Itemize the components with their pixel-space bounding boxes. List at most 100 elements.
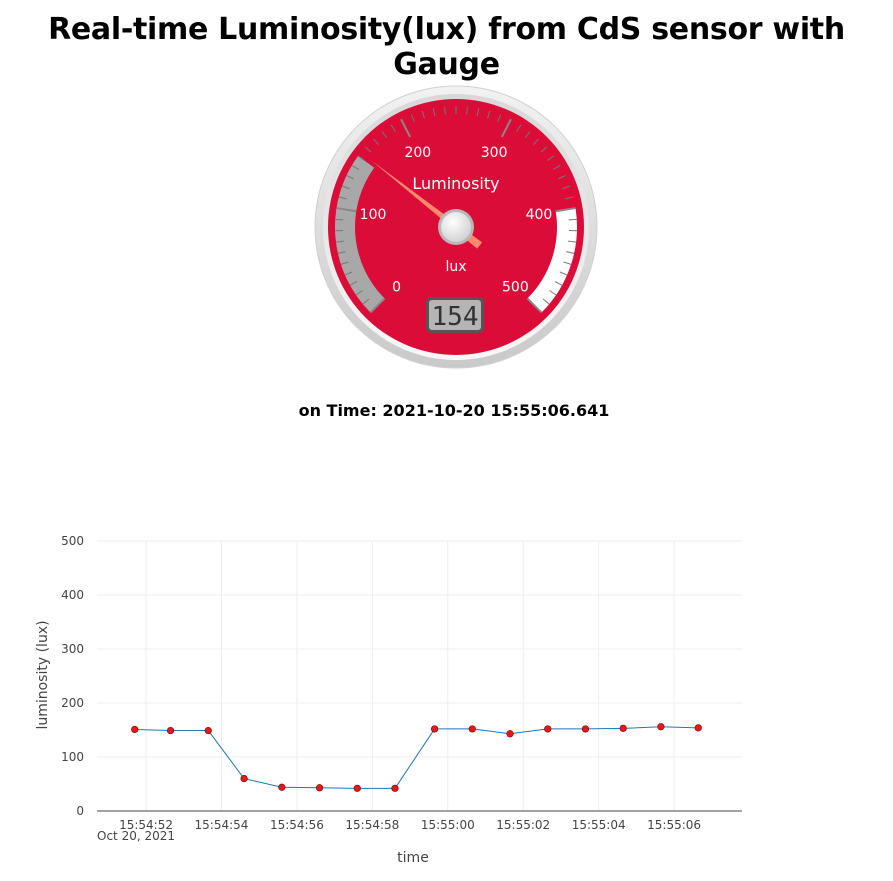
gauge-major-tick	[336, 207, 357, 213]
gauge-minor-tick	[497, 114, 502, 123]
gauge-minor-tick	[559, 271, 568, 276]
gauge-major-tick	[400, 118, 412, 138]
gauge-minor-tick	[568, 218, 577, 221]
chart-x-axis-title: time	[397, 850, 429, 866]
chart-data-point	[278, 783, 286, 791]
gauge-highlight-0	[335, 155, 385, 313]
chart-data-point	[240, 775, 248, 783]
gauge-minor-tick	[540, 146, 548, 153]
chart-y-tick-labels: 0 100 200 300 400 500	[61, 534, 84, 818]
gauge-minor-tick	[349, 281, 358, 286]
gauge-tick-label-500: 500	[502, 279, 529, 295]
gauge-minor-tick	[337, 251, 346, 254]
chart-y-tick-label: 200	[61, 696, 84, 710]
luminosity-gauge: 0 100 200 300 400 500 Luminosity lux 154	[314, 85, 598, 369]
page-title: Real-time Luminosity(lux) from CdS senso…	[48, 12, 845, 82]
gauge-tick-labels: 0 100 200 300 400 500	[360, 145, 553, 295]
chart-data-point	[581, 725, 590, 733]
gauge-minor-tick	[351, 164, 359, 170]
gauge-minor-tick	[542, 298, 550, 305]
gauge-title: Luminosity	[412, 174, 499, 193]
chart-data-point	[657, 723, 665, 731]
chart-data-point	[204, 726, 212, 735]
chart-data-point	[468, 725, 476, 733]
gauge-minor-tick	[549, 290, 557, 296]
chart-y-tick-label: 400	[61, 588, 84, 602]
gauge-minor-tick	[357, 155, 365, 161]
gauge-minor-tick	[568, 240, 577, 243]
gauge-minor-ticks	[335, 106, 577, 305]
gauge-highlights	[335, 106, 577, 313]
gauge-tick-label-100: 100	[360, 207, 387, 223]
gauge-minor-tick	[355, 290, 363, 296]
gauge-minor-tick	[346, 175, 354, 180]
chart-x-date-label: Oct 20, 2021	[97, 829, 175, 843]
chart-y-tick-label: 100	[61, 750, 84, 764]
chart-x-tick-label: 15:55:04	[572, 818, 626, 832]
gauge-minor-tick	[516, 124, 522, 132]
gauge-highlight-1	[358, 106, 576, 212]
gauge-major-tick	[555, 207, 576, 213]
gauge-units: lux	[445, 259, 466, 275]
gauge-value-text: 154	[432, 302, 479, 332]
gauge-minor-tick	[466, 106, 468, 115]
chart-y-tick-label: 300	[61, 642, 84, 656]
chart-data-point	[353, 784, 361, 792]
gauge-major-ticks	[336, 118, 576, 314]
gauge-minor-tick	[341, 185, 350, 190]
gauge-minor-tick	[364, 146, 372, 153]
chart-data-point	[619, 724, 627, 732]
chart-x-tick-label: 15:54:58	[345, 818, 399, 832]
chart-x-tick-label: 15:54:54	[195, 818, 249, 832]
gauge-minor-tick	[362, 298, 370, 305]
gauge-minor-tick	[553, 164, 561, 170]
chart-x-tick-labels: 15:54:52 15:54:54 15:54:56 15:54:58 15:55:00…	[119, 818, 701, 832]
gauge-minor-tick	[432, 108, 436, 117]
gauge-tick-label-0: 0	[392, 279, 401, 295]
gauge-tick-label-400: 400	[526, 207, 553, 223]
chart-x-tick-label: 15:55:00	[421, 818, 475, 832]
gauge-minor-tick	[444, 106, 446, 115]
gauge-minor-tick	[565, 196, 574, 200]
gauge-minor-tick	[421, 110, 425, 119]
gauge-minor-tick	[372, 138, 380, 145]
timestamp-label: on Time: 2021-10-20 15:55:06.641	[298, 401, 610, 420]
chart-series	[131, 723, 702, 792]
gauge-needle-hub-cap	[441, 212, 471, 242]
chart-data-point	[166, 726, 175, 735]
gauge-highlight-2	[527, 208, 577, 313]
chart-data-point	[544, 725, 552, 733]
gauge-minor-tick	[547, 155, 555, 161]
gauge-minor-tick	[563, 261, 572, 265]
gauge-minor-tick	[476, 108, 480, 117]
chart-data-point	[391, 784, 399, 792]
chart-data-point	[430, 725, 439, 733]
chart-data-point	[694, 724, 702, 732]
chart-x-tick-label: 15:55:06	[647, 818, 701, 832]
gauge-minor-tick	[558, 175, 566, 180]
gauge-value-screen	[429, 300, 481, 330]
gauge-minor-tick	[487, 110, 491, 119]
gauge-minor-tick	[338, 196, 347, 200]
gauge-tick-label-200: 200	[404, 145, 431, 161]
chart-y-tick-label: 500	[61, 534, 84, 548]
chart-x-tick-label: 15:55:02	[496, 818, 550, 832]
chart-data-point	[315, 784, 324, 792]
gauge-minor-tick	[554, 281, 563, 286]
gauge-minor-tick	[335, 240, 344, 243]
chart-x-tick-label: 15:54:56	[270, 818, 324, 832]
chart-gridlines	[97, 540, 742, 811]
gauge-major-tick	[369, 297, 386, 314]
gauge-major-tick	[500, 118, 512, 138]
gauge-minor-tick	[381, 131, 388, 139]
chart-data-point	[131, 725, 139, 734]
chart-series-line	[134, 726, 699, 789]
chart-data-point	[506, 730, 514, 738]
gauge-minor-tick	[524, 131, 531, 139]
gauge-minor-tick	[344, 271, 353, 276]
gauge-minor-tick	[532, 138, 540, 145]
chart-y-axis-title: luminosity (lux)	[35, 620, 51, 729]
gauge-major-tick	[526, 297, 543, 314]
gauge-minor-tick	[340, 261, 349, 265]
